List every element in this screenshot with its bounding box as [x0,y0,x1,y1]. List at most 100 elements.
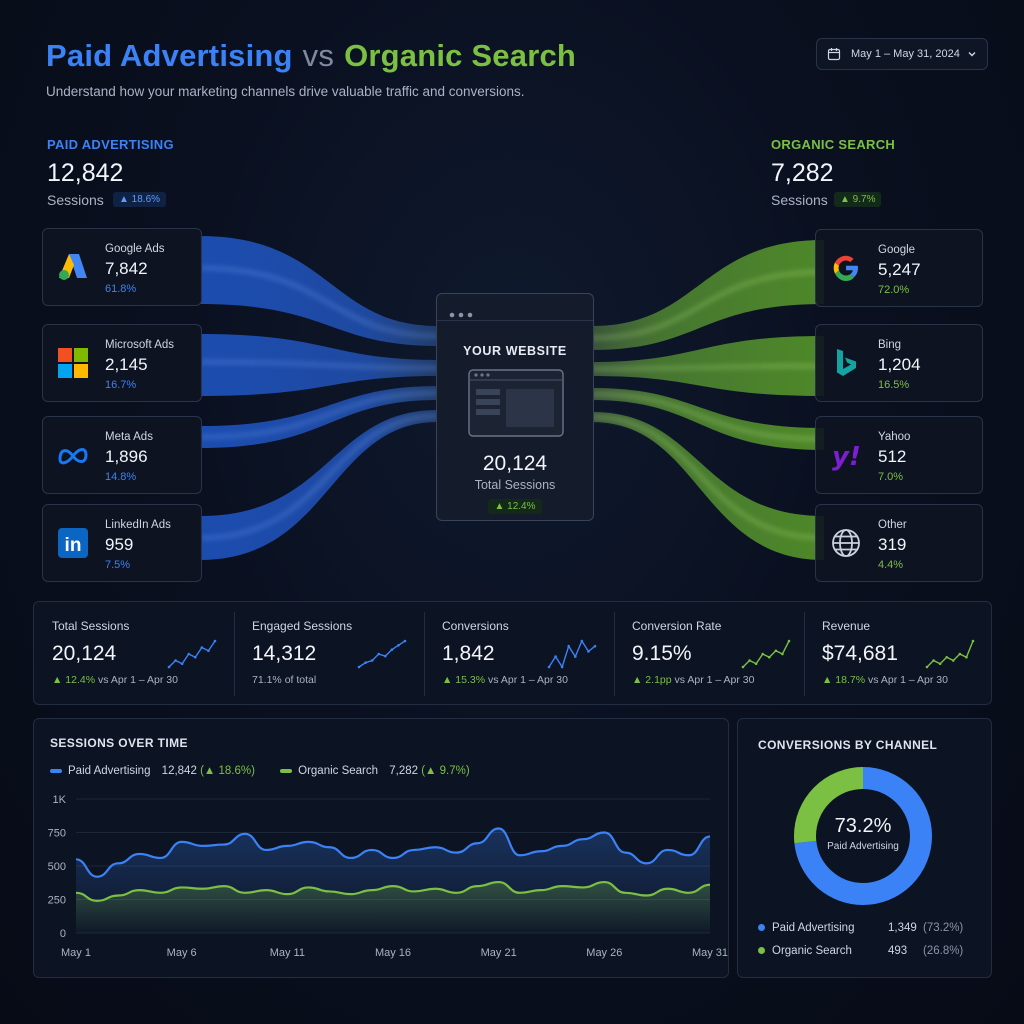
svg-text:in: in [65,535,82,556]
legend-value: 493 [888,945,908,957]
donut-slice-1 [794,767,932,905]
sparkline-point [741,665,745,669]
sparkline-point [180,662,184,666]
kpi-delta: ▲ 2.1pp [632,674,672,686]
website-total-label: Total Sessions [474,478,556,492]
legend-swatch-organic [280,768,293,773]
source-card-bing[interactable]: Bing 1,204 16.5% [815,324,983,402]
kpi-note: vs Apr 1 – Apr 30 [674,674,755,686]
series-area-1 [76,882,710,933]
sparkline-point [403,639,407,643]
legend-organic-name: Organic Search [298,765,379,777]
legend-name: Paid Advertising [772,922,855,934]
sparkline-point [945,655,949,659]
page-title: Paid Advertising vs Organic Search [46,38,576,74]
legend-organic-value: 7,282 [389,765,419,777]
source-percent: 14.8% [105,471,137,483]
kpi-value: 14,312 [252,642,317,665]
source-card-linkedin-ads[interactable]: in LinkedIn Ads 959 7.5% [42,504,202,582]
source-card-microsoft-ads[interactable]: Microsoft Ads 2,145 16.7% [42,324,202,402]
page-subtitle: Understand how your marketing channels d… [46,84,525,99]
kpi-strip: Total Sessions 20,124 ▲ 12.4% vs Apr 1 –… [33,601,992,705]
legend-paid-name: Paid Advertising [68,765,151,777]
legend-dot-paid [758,924,765,931]
conversions-donut-chart [794,767,932,905]
source-card-google-ads[interactable]: Google Ads 7,842 61.8% [42,228,202,306]
sparkline-point [748,659,751,662]
sparkline-point [767,655,771,659]
title-paid: Paid Advertising [46,38,293,73]
meta-icon [58,448,88,465]
source-card-yahoo[interactable]: y! Yahoo 512 7.0% [815,416,983,494]
kpi-label: Engaged Sessions [252,619,353,633]
donut-legend-paid: Paid Advertising 1,349 (73.2%) [758,922,978,934]
source-name: Google Ads [105,243,165,255]
sparkline-point [787,639,791,643]
date-range-label: May 1 – May 31, 2024 [851,48,960,60]
sparkline-point [377,652,381,656]
microsoft-icon [58,348,88,378]
source-value: 7,842 [105,259,148,278]
sparkline-point [587,650,590,653]
title-vs: vs [302,38,335,73]
x-tick-label: May 31 [692,947,728,959]
sparkline-point [560,665,564,669]
source-percent: 61.8% [105,283,137,295]
google-ads-icon [59,254,87,280]
kpi-label: Conversion Rate [632,619,722,633]
source-name: Meta Ads [105,431,153,443]
sparkline-point [573,655,577,658]
kpi-label: Conversions [442,619,509,633]
legend-dot-organic [758,947,765,954]
source-card-other[interactable]: Other 319 4.4% [815,504,983,582]
sparkline-point [364,661,367,664]
sessions-line-chart: 0 250 500 750 1K May 1 May 6 May 11 May 16 May 21… [48,794,728,959]
linkedin-icon: in [58,528,88,558]
legend-name: Organic Search [772,945,852,957]
sparkline-line [548,639,596,669]
source-card-meta-ads[interactable]: Meta Ads 1,896 14.8% [42,416,202,494]
legend-paid-delta: (▲ 18.6%) [200,765,255,777]
sparkline-point [781,652,784,656]
source-name: Microsoft Ads [105,339,175,351]
flow-bing [592,336,824,396]
source-percent: 16.5% [878,379,910,391]
sparkline-line [926,640,974,668]
kpi-label: Total Sessions [52,619,130,633]
source-name: LinkedIn Ads [105,519,171,531]
sparkline [547,639,597,669]
sparkline-point [390,648,394,651]
date-range-picker[interactable]: May 1 – May 31, 2024 [816,38,988,70]
title-organic: Organic Search [344,38,577,73]
source-value: 959 [105,535,134,554]
website-node: YOUR WEBSITE 20,124 Total Sessions ▲ 12.… [436,293,594,521]
source-percent: 16.7% [105,379,137,391]
sparkline-point [207,649,210,653]
kpi-note: vs Apr 1 – Apr 30 [868,674,948,686]
donut-center-label: Paid Advertising [827,841,899,852]
x-tick-label: May 21 [481,947,517,959]
source-name: Yahoo [878,431,911,443]
yahoo-icon: y! [832,442,861,471]
source-card-google[interactable]: Google 5,247 72.0% [815,229,983,307]
sparkline-point [761,652,765,656]
legend-organic-delta: (▲ 9.7%) [421,765,470,777]
sparkline-point [357,665,361,669]
kpi-delta: ▲ 18.7% [822,674,866,686]
x-tick-label: May 6 [167,947,197,959]
kpi-note: 71.1% of total [252,674,317,686]
source-name: Other [878,519,907,531]
x-tick-label: May 11 [270,947,305,959]
sessions-over-time-panel: SESSIONS OVER TIME Paid Advertising 12,8… [33,718,729,978]
source-percent: 7.5% [105,559,131,571]
kpi-revenue: Revenue $74,681 ▲ 18.7% vs Apr 1 – Apr 3… [804,602,992,706]
sparkline-point [547,665,551,669]
google-icon [833,255,858,281]
paid-delta-badge: ▲ 18.6% [113,192,167,207]
bing-icon [837,349,856,376]
donut-center-value: 73.2% [834,815,892,837]
source-value: 2,145 [105,355,148,374]
sparkline-point [167,665,171,669]
sparkline-line [168,640,216,668]
kpi-value: 1,842 [442,642,495,665]
